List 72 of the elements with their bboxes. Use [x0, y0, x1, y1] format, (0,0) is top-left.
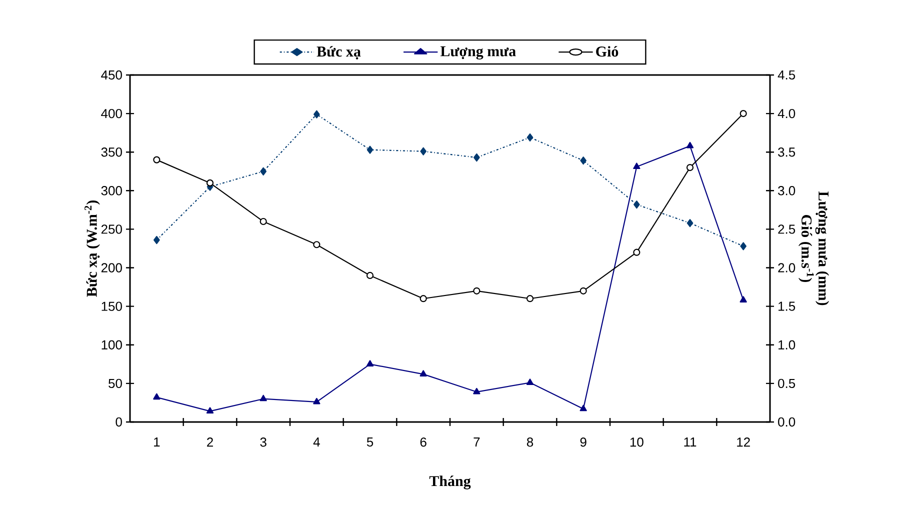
x-tick-label: 5: [366, 438, 374, 447]
y-tick-label: 150: [102, 302, 122, 311]
y2-tick-label: 3.0: [778, 186, 796, 196]
legend-label: Lượng mưa: [440, 46, 516, 60]
y2-tick-label: 1.0: [778, 340, 796, 350]
point: [206, 179, 214, 186]
point: [154, 236, 160, 244]
x-tick-label: 6: [420, 438, 426, 447]
point: [420, 147, 427, 156]
y2-tick-label: 4.0: [778, 108, 796, 118]
y-tick-label: 350: [101, 147, 122, 157]
y-axis-title: Bức xạ (W.m$^{-2}$): [84, 200, 100, 297]
point: [473, 287, 480, 294]
x-axis-title: Tháng: [429, 476, 471, 490]
point: [740, 296, 747, 302]
x-tick-label: 8: [526, 438, 534, 447]
point: [153, 156, 160, 164]
point: [740, 110, 747, 118]
y2-tick-label: 4.5: [778, 70, 796, 80]
y-tick-label: 100: [102, 340, 122, 350]
x-tick-label: 7: [474, 438, 480, 446]
point: [580, 404, 587, 412]
legend-label: Gió: [596, 46, 618, 57]
point: [633, 162, 640, 170]
point: [526, 295, 534, 302]
y2-tick-label: 2.0: [778, 263, 796, 272]
point: [260, 218, 267, 226]
x-tick-label: 9: [580, 438, 586, 447]
point: [260, 167, 267, 176]
x-tick-label: 12: [737, 438, 750, 447]
y-tick-label: 50: [108, 378, 122, 388]
x-tick-label: 2: [207, 438, 213, 447]
y-tick-label: 300: [101, 186, 122, 196]
point: [686, 142, 694, 148]
y2-tick-label: 3.5: [778, 147, 796, 157]
y2-tick-label: 0.5: [778, 378, 796, 388]
point: [313, 398, 320, 404]
point: [740, 242, 747, 250]
point: [314, 110, 320, 118]
y-tick-label: 400: [101, 108, 122, 118]
point: [153, 393, 160, 400]
point: [260, 394, 267, 402]
point: [313, 241, 320, 248]
point: [686, 164, 694, 172]
y-tick-label: 450: [101, 70, 122, 80]
y-tick-label: 250: [101, 224, 122, 234]
point: [473, 388, 480, 394]
y2-tick-label: 0.0: [778, 417, 796, 427]
legend-label: Bức xạ: [316, 46, 361, 60]
point: [526, 378, 534, 385]
x-tick-label: 11: [684, 438, 696, 446]
x-tick-label: 3: [260, 438, 266, 447]
x-tick-label: 4: [313, 438, 320, 446]
point: [580, 287, 587, 294]
point: [633, 248, 640, 256]
y2-tick-label: 1.5: [778, 302, 796, 311]
point: [686, 218, 694, 228]
point: [633, 200, 640, 209]
point: [580, 156, 587, 165]
point: [206, 407, 214, 414]
point: [474, 153, 480, 162]
point: [420, 295, 427, 302]
point: [366, 272, 374, 280]
x-tick-label: 1: [154, 438, 160, 446]
point: [366, 360, 374, 366]
point: [366, 146, 374, 154]
y-tick-label: 0: [116, 417, 122, 427]
point: [526, 133, 534, 142]
y2-tick-label: 2.5: [778, 224, 796, 234]
y-tick-label: 200: [101, 263, 122, 272]
point: [420, 370, 427, 376]
x-tick-label: 10: [630, 438, 644, 447]
